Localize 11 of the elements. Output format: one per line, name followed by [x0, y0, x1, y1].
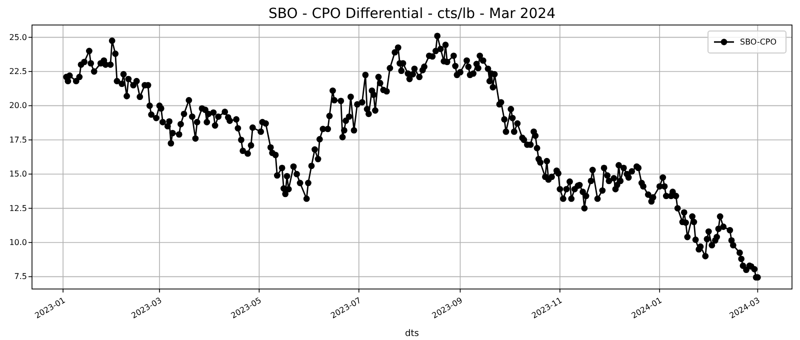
y-tick-label: 17.5 [9, 135, 27, 144]
chart-title: SBO - CPO Differential - cts/lb - Mar 2024 [268, 6, 556, 22]
y-tick-label: 15.0 [9, 170, 27, 179]
y-tick-label: 22.5 [9, 67, 27, 76]
y-tick-label: 25.0 [9, 32, 27, 42]
y-tick-label: 7.5 [14, 272, 27, 282]
legend-label: SBO-CPO [740, 38, 777, 46]
x-axis-title: dts [405, 329, 420, 339]
y-tick-label: 12.5 [9, 204, 27, 213]
y-tick-label: 20.0 [9, 101, 27, 110]
y-tick-label: 10.0 [9, 238, 27, 247]
